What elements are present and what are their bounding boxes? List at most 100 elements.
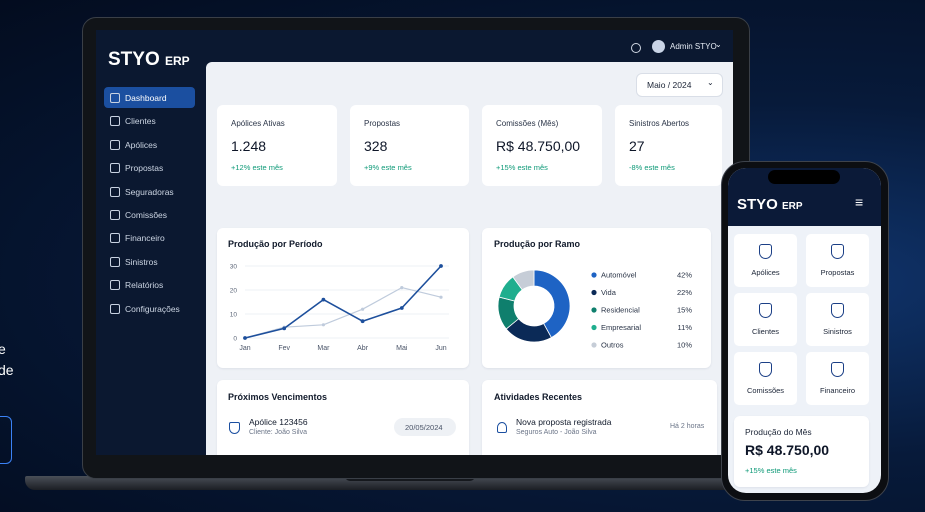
line-chart: 0 10 20 30 Jan Fev Mar Abr Mai Jun: [230, 264, 449, 352]
kpi-value: 27: [629, 138, 645, 154]
card-title: Produção por Período: [228, 239, 323, 249]
tile-label[interactable]: Comissões: [746, 386, 785, 395]
line-series: [244, 287, 442, 339]
x-tick-label: Mai: [396, 345, 408, 352]
tile-icon[interactable]: [759, 303, 772, 318]
donut-chart: Automóvel 42% Vida 22% Residencial 15% Empresa…: [497, 269, 693, 350]
x-tick-label: Jun: [435, 345, 446, 352]
value-label: 11%: [678, 323, 693, 332]
menu-item[interactable]: Configurações: [125, 303, 180, 314]
period-select[interactable]: Maio / 2024 ⌄: [636, 73, 723, 97]
chevron[interactable]: ⌄: [715, 40, 722, 49]
brand-name: STYO: [737, 196, 778, 213]
x-tick-label: Abr: [357, 345, 369, 352]
tile[interactable]: Financeiro: [806, 352, 869, 405]
menu-item[interactable]: Propostas: [125, 163, 164, 174]
tile-label[interactable]: Apólices: [751, 268, 780, 277]
legend-dot: [591, 307, 597, 313]
avatar[interactable]: [652, 40, 665, 53]
menu-item[interactable]: Relatórios: [125, 280, 164, 291]
kpi-change: +9% este mês: [364, 163, 412, 172]
item-time: Há 2 horas: [670, 423, 705, 430]
value-label: 22%: [677, 288, 692, 297]
phone-notch: [768, 170, 840, 184]
background-text: e: [0, 341, 6, 357]
legend-label: Automóvel: [601, 271, 637, 280]
point: [243, 336, 247, 340]
brand: STYO ERP: [108, 49, 190, 71]
chevron[interactable]: ⌄: [707, 78, 714, 87]
menu-item[interactable]: Sinistros: [125, 256, 158, 267]
tile-icon[interactable]: [831, 244, 844, 259]
value-label: 42%: [677, 271, 692, 280]
menu-item[interactable]: Clientes: [125, 116, 156, 127]
tile-label[interactable]: Clientes: [751, 327, 780, 336]
item-subtitle: Cliente: João Silva: [249, 429, 307, 436]
menu-icon[interactable]: [110, 233, 120, 244]
period[interactable]: Maio / 2024: [647, 80, 692, 90]
background-text: de: [0, 362, 14, 378]
tile-icon[interactable]: [759, 362, 772, 377]
menu-icon[interactable]: [110, 280, 120, 291]
menu-icon[interactable]: ≡: [855, 194, 864, 210]
menu-item[interactable]: Seguradoras: [125, 186, 174, 197]
menu-item[interactable]: Comissões: [125, 210, 168, 220]
tile[interactable]: Propostas: [806, 234, 869, 287]
button-edge: [0, 416, 12, 464]
date-pill: [394, 418, 456, 436]
phone-brand: STYO ERP: [737, 196, 803, 213]
menu-item[interactable]: Apólices: [125, 139, 158, 150]
tile-icon[interactable]: [759, 244, 772, 259]
point: [321, 297, 326, 302]
menu-icon[interactable]: [110, 303, 120, 314]
tile-label[interactable]: Sinistros: [823, 327, 852, 336]
menu-item[interactable]: Financeiro: [125, 233, 165, 244]
tile-label[interactable]: Propostas: [820, 268, 855, 277]
menu-active[interactable]: [104, 87, 195, 108]
menu-icon[interactable]: [110, 116, 120, 127]
tile-icon[interactable]: [831, 362, 844, 377]
point: [321, 323, 325, 327]
legend-label: Vida: [601, 288, 617, 297]
menu-item[interactable]: Dashboard: [125, 93, 167, 103]
kpi-label: Comissões (Mês): [496, 119, 559, 128]
menu-icon[interactable]: [110, 93, 120, 103]
item-title[interactable]: Apólice 123456: [249, 417, 308, 427]
laptop-screen: STYO ERP Admin STYO ⌄ Dashboard Clientes A…: [96, 30, 733, 455]
donut-card: Produção por Ramo Automóvel 42% Vida 22% Res…: [482, 228, 711, 368]
brand-suffix: ERP: [782, 201, 803, 212]
kpi-card: Sinistros Abertos 27 -8% este mês: [615, 105, 722, 186]
tile[interactable]: Apólices: [734, 234, 797, 287]
item-title[interactable]: Nova proposta registrada: [516, 417, 612, 427]
laptop-base: [25, 476, 795, 490]
tile-label[interactable]: Financeiro: [819, 386, 856, 395]
menu-icon[interactable]: [110, 186, 120, 197]
settings-icon[interactable]: [631, 43, 641, 53]
legend-dot: [591, 289, 597, 296]
menu-icon[interactable]: [110, 210, 120, 220]
legend-label: Outros: [601, 341, 624, 350]
activity-card: Atividades Recentes Nova proposta regist…: [482, 380, 717, 455]
due-card: Próximos Vencimentos Apólice 123456 Clien…: [217, 380, 469, 455]
kpi-card: Propostas 328 +9% este mês: [350, 105, 469, 186]
kpi-value: 328: [364, 138, 388, 154]
summary-title: Produção do Mês: [745, 427, 812, 437]
menu-icon[interactable]: [110, 256, 120, 267]
point: [400, 286, 404, 290]
kpi-change: -8% este mês: [629, 163, 675, 172]
tile-icon[interactable]: [831, 303, 844, 318]
menu-icon[interactable]: [110, 139, 120, 150]
card-title: Atividades Recentes: [494, 392, 583, 402]
tile[interactable]: Comissões: [734, 352, 797, 405]
line-series: [244, 265, 442, 339]
tile[interactable]: Clientes: [734, 293, 797, 346]
point: [439, 264, 443, 268]
user-name[interactable]: Admin STYO: [670, 42, 717, 51]
donut-segment: [533, 269, 571, 339]
card-title: Próximos Vencimentos: [228, 392, 328, 402]
tile[interactable]: Sinistros: [806, 293, 869, 346]
menu-icon[interactable]: [110, 163, 120, 174]
point: [399, 306, 404, 310]
donut-segment: [512, 269, 535, 291]
